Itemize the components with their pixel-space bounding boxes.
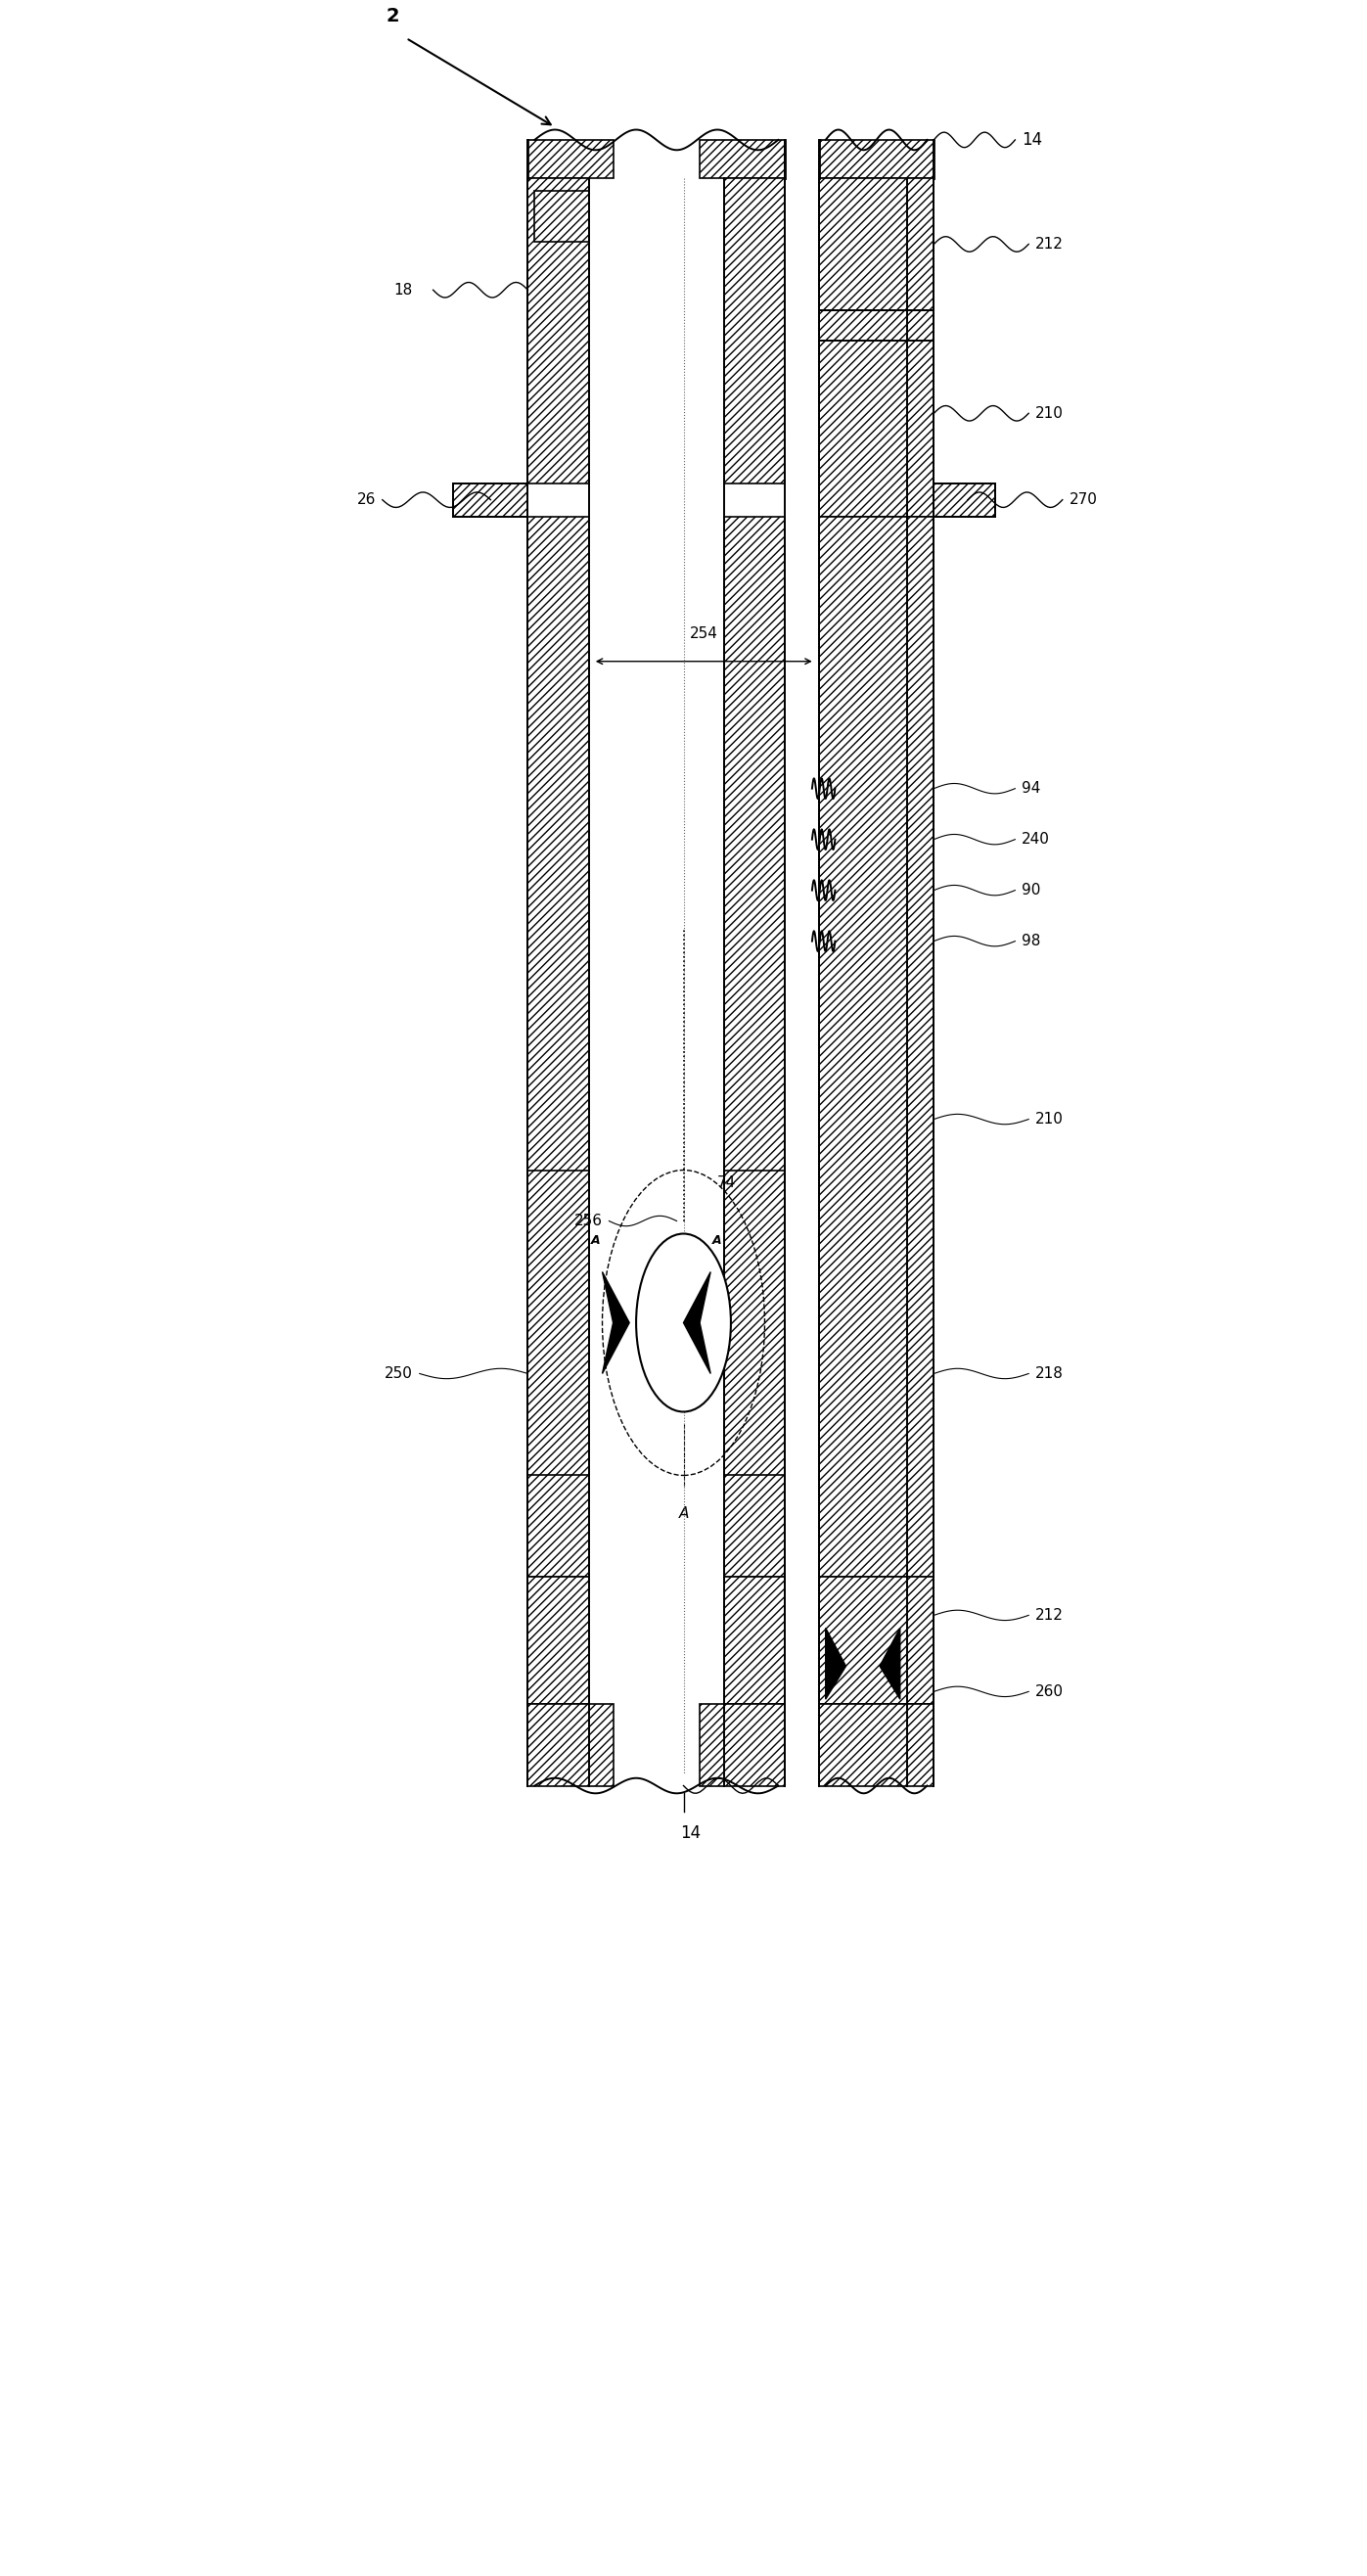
Text: A: A (591, 1234, 600, 1247)
Text: 14: 14 (679, 1824, 701, 1842)
Bar (700, 139, 785, 178)
Bar (725, 1170, 785, 1476)
Polygon shape (826, 1628, 846, 1700)
Text: 18: 18 (394, 283, 413, 296)
Bar (725, 515, 785, 1577)
Bar (725, 1577, 785, 1705)
Text: 14: 14 (1023, 131, 1043, 149)
Text: 254: 254 (690, 626, 718, 641)
Text: 98: 98 (1023, 935, 1040, 948)
Bar (454, 484, 528, 515)
Text: 212: 212 (1035, 1607, 1064, 1623)
Text: 74: 74 (718, 1175, 737, 1190)
Bar (534, 191, 589, 242)
Bar (528, 1170, 589, 1476)
Bar (819, 515, 934, 1577)
Text: 212: 212 (1035, 237, 1064, 252)
Text: 270: 270 (1069, 492, 1098, 507)
Text: 260: 260 (1035, 1685, 1064, 1700)
Text: 210: 210 (1035, 407, 1064, 420)
Text: 250: 250 (384, 1365, 413, 1381)
Text: A: A (678, 1507, 689, 1520)
Bar (700, 1705, 785, 1785)
Bar (819, 1705, 934, 1785)
Text: 240: 240 (1023, 832, 1050, 848)
Circle shape (636, 1234, 731, 1412)
Bar (528, 139, 614, 178)
Bar (528, 1577, 589, 1705)
Polygon shape (880, 1628, 899, 1700)
Text: 2: 2 (385, 8, 399, 26)
Bar (819, 1577, 934, 1705)
Text: 256: 256 (574, 1213, 603, 1229)
Bar (528, 515, 589, 1577)
Text: A: A (712, 1234, 722, 1247)
Bar (528, 1705, 614, 1785)
Bar (725, 178, 785, 484)
Bar (819, 139, 934, 178)
Bar (819, 178, 934, 309)
Text: 94: 94 (1023, 781, 1040, 796)
Bar (819, 309, 934, 515)
Text: 218: 218 (1035, 1365, 1064, 1381)
Polygon shape (603, 1273, 629, 1373)
Text: 210: 210 (1035, 1113, 1064, 1126)
Text: 90: 90 (1023, 884, 1040, 896)
Bar (934, 484, 995, 515)
Bar (528, 178, 589, 484)
Polygon shape (684, 1273, 711, 1373)
Text: 26: 26 (357, 492, 376, 507)
